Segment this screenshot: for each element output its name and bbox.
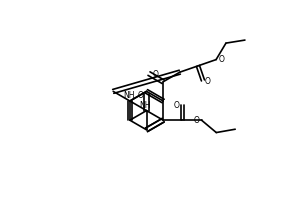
Text: O: O (205, 76, 211, 85)
Text: NH: NH (123, 91, 135, 100)
Text: O: O (218, 55, 224, 64)
Text: O: O (138, 90, 143, 99)
Text: O: O (173, 101, 179, 110)
Text: O: O (194, 115, 199, 124)
Text: NH: NH (140, 100, 151, 109)
Text: O: O (152, 70, 158, 79)
